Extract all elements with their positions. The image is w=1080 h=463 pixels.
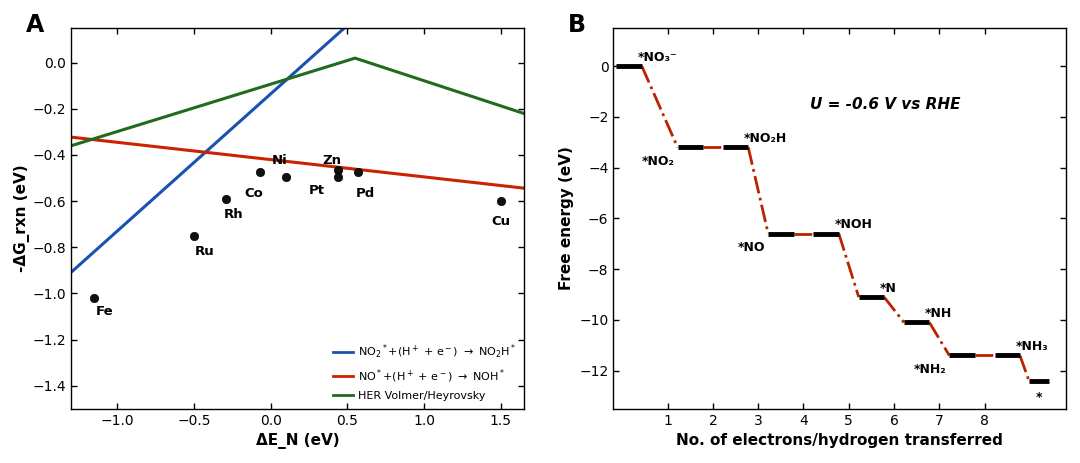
Text: *NOH: *NOH (834, 218, 873, 231)
Text: Pt: Pt (309, 184, 325, 197)
Text: Co: Co (244, 187, 264, 200)
Text: *N: *N (879, 282, 896, 294)
Legend: NO$_2$$^*$+(H$^+$ + e$^-$) $\rightarrow$ NO$_2$H$^*$, NO$^*$+(H$^+$ + e$^-$) $\r: NO$_2$$^*$+(H$^+$ + e$^-$) $\rightarrow$… (330, 341, 518, 403)
Text: *NO₃⁻: *NO₃⁻ (637, 51, 677, 64)
Text: Cu: Cu (491, 215, 511, 228)
Text: Pd: Pd (356, 187, 376, 200)
Text: Fe: Fe (96, 305, 113, 319)
Y-axis label: Free energy (eV): Free energy (eV) (558, 146, 573, 290)
Text: *NO: *NO (738, 241, 765, 254)
Text: U = -0.6 V vs RHE: U = -0.6 V vs RHE (810, 97, 960, 112)
X-axis label: ΔE_N (eV): ΔE_N (eV) (256, 433, 339, 449)
Text: *NO₂H: *NO₂H (744, 132, 787, 145)
Text: Rh: Rh (224, 208, 244, 221)
Text: B: B (568, 13, 586, 37)
Text: *: * (1036, 391, 1042, 404)
Text: *NH₃: *NH₃ (1015, 340, 1049, 353)
Text: *NO₂: *NO₂ (642, 155, 674, 168)
Text: Ni: Ni (272, 154, 287, 167)
Text: Zn: Zn (323, 154, 341, 167)
Text: *NH₂: *NH₂ (914, 363, 946, 376)
X-axis label: No. of electrons/hydrogen transferred: No. of electrons/hydrogen transferred (676, 433, 1003, 448)
Text: Ru: Ru (194, 245, 215, 258)
Text: A: A (26, 13, 44, 37)
Text: *NH: *NH (924, 307, 953, 320)
Y-axis label: -ΔG_rxn (eV): -ΔG_rxn (eV) (14, 165, 30, 272)
